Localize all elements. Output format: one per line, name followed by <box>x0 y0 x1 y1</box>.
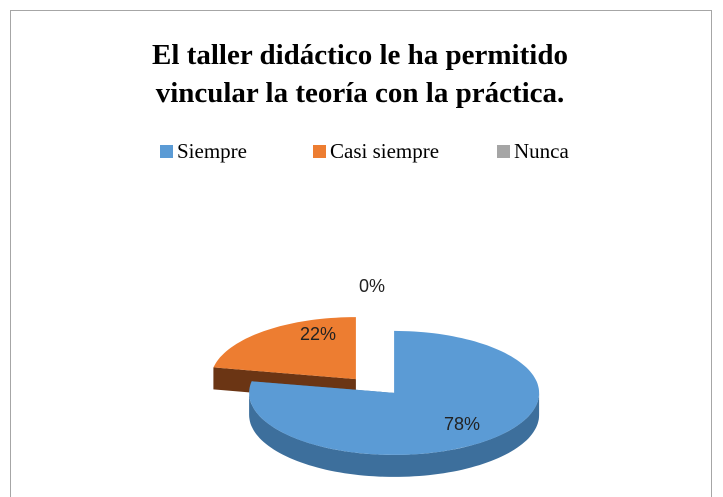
legend-swatch <box>160 145 173 158</box>
pie-slice <box>249 330 540 455</box>
data-label: 78% <box>444 414 480 434</box>
pie-slice <box>213 317 356 380</box>
legend-label: Siempre <box>177 139 247 163</box>
data-label: 22% <box>300 324 336 344</box>
chart-title: El taller didáctico le ha permitido vinc… <box>152 39 568 109</box>
data-label: 0% <box>359 276 385 296</box>
legend-swatch <box>497 145 510 158</box>
legend-label: Nunca <box>514 139 569 163</box>
pie-slice-side <box>249 392 540 477</box>
legend-swatch <box>313 145 326 158</box>
legend-label: Casi siempre <box>330 139 439 163</box>
chart-border <box>10 10 712 497</box>
